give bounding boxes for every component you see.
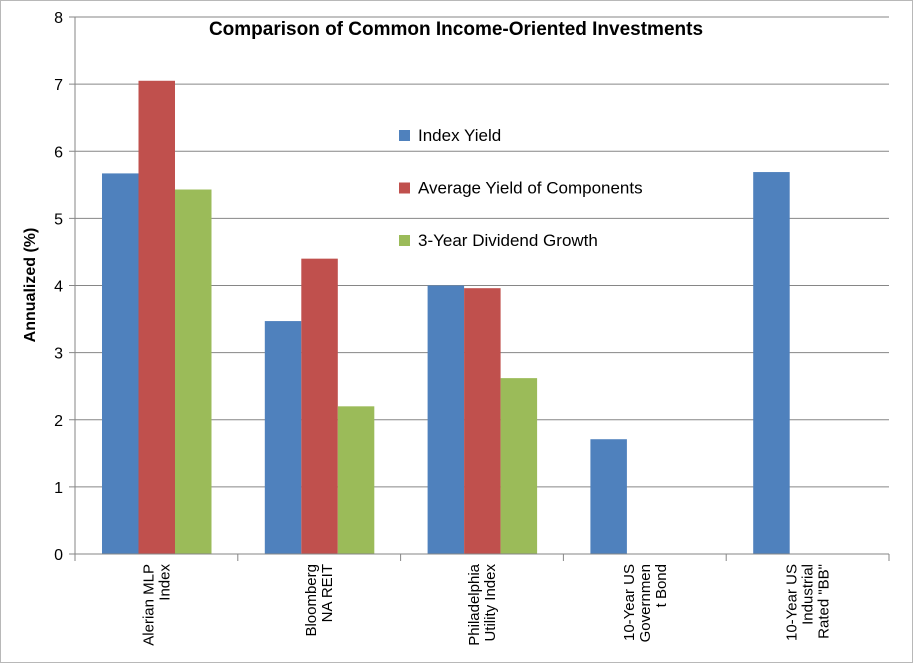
legend: Index Yield Average Yield of Components 3-… [399,126,643,250]
bar-3-3 [500,378,538,554]
bar-1-5 [753,172,790,554]
legend-label-3: 3-Year Dividend Growth [418,231,598,250]
x-category-label-line: Rated "BB" [816,564,833,639]
bar-1-3 [427,285,465,554]
bar-1-4 [590,439,627,554]
chart-title: Comparison of Common Income-Oriented Inv… [209,19,703,40]
y-tick-label: 1 [54,480,63,497]
bars [102,80,790,555]
x-category-label-line: Index [156,564,173,601]
y-tick-label: 8 [54,10,63,27]
x-category-label-line: Alerian MLP [140,564,157,646]
x-category-label: 10-Year US Industrial Rated "BB" [784,564,833,641]
x-category-label: Bloomberg NA REIT [303,564,336,637]
legend-swatch-3 [399,235,410,246]
bar-1-1 [102,173,139,554]
legend-swatch-2 [399,182,410,194]
x-category-label: Alerian MLP Index [140,564,173,646]
y-tick-label: 3 [54,346,63,363]
legend-label-1: Index Yield [418,126,501,145]
bar-3-1 [175,189,212,555]
x-category-label-line: Governmen [637,564,654,642]
x-category-label-line: 10-Year US [784,564,801,641]
y-tick-label: 2 [54,413,63,430]
y-tick-label: 5 [54,211,63,228]
x-category-label-line: Industrial [800,564,817,625]
bar-2-2 [301,258,338,554]
legend-swatch-1 [399,130,410,141]
bar-2-1 [138,80,175,555]
x-category-label-line: NA REIT [319,564,336,622]
x-category-label-line: Bloomberg [303,564,320,637]
y-axis-label: Annualized (%) [22,228,39,343]
y-tick-label: 6 [54,144,63,161]
y-tick-label: 7 [54,77,63,94]
x-category-label-line: t Bond [653,564,670,607]
x-category-label-line: Utility Index [482,564,499,642]
x-category-label-line: Philadelphia [466,563,483,645]
x-category-label-line: 10-Year US [621,564,638,641]
axes: 0 1 2 3 4 5 6 7 8 Alerian MLP Index Bloomberg NA REI… [54,10,890,646]
y-tick-label: 0 [54,547,63,564]
legend-label-2: Average Yield of Components [418,179,643,198]
bar-3-2 [337,406,375,554]
x-category-label: Philadelphia Utility Index [466,563,499,645]
bar-1-2 [264,321,302,554]
bar-2-3 [464,288,501,554]
y-tick-label: 4 [54,279,63,296]
x-category-label: 10-Year US Governmen t Bond [621,564,670,642]
